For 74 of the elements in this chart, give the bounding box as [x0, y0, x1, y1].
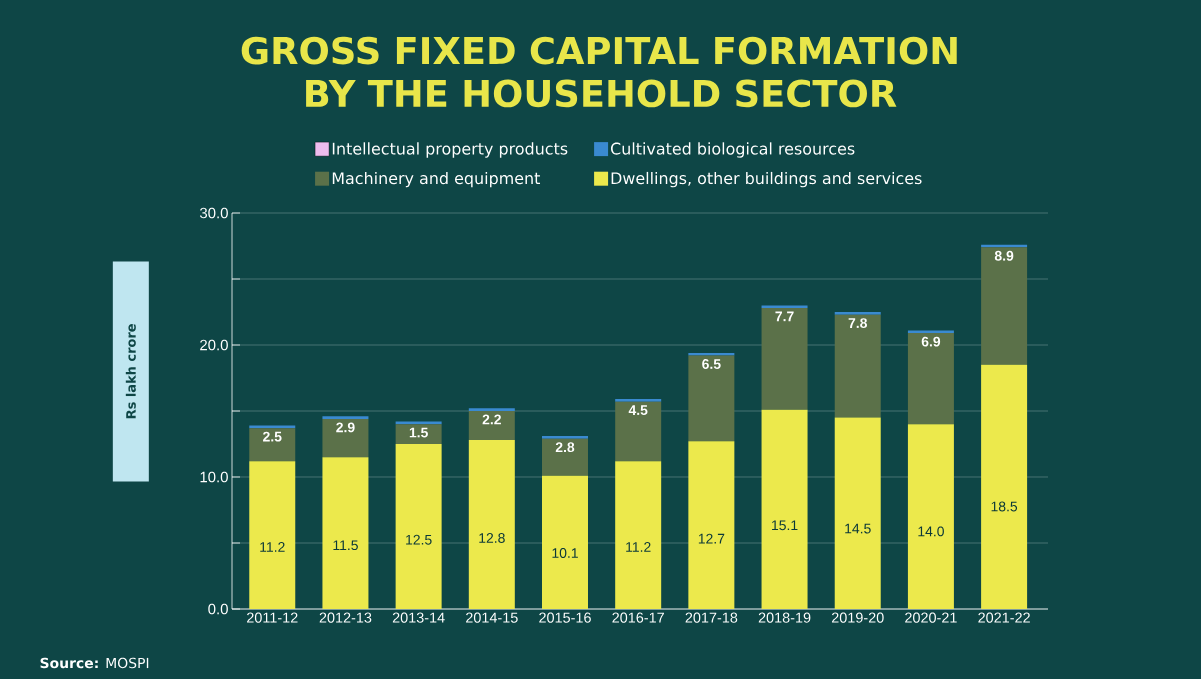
bar [761, 308, 808, 410]
data-label: 8.9 [994, 250, 1014, 261]
bar [542, 436, 588, 439]
data-label: 11.5 [333, 540, 358, 551]
bar [907, 330, 954, 334]
bar [834, 314, 881, 418]
x-tick-label: 2011-12 [247, 612, 298, 623]
data-label: 2.9 [336, 422, 355, 433]
bar [322, 416, 369, 419]
legend-label: Dwellings, other buildings and services [611, 171, 922, 188]
bar [761, 409, 808, 609]
data-label: 2.5 [263, 431, 282, 442]
bar [981, 364, 1028, 609]
y-tick-label: 30.0 [199, 207, 228, 219]
data-label: 18.5 [991, 501, 1018, 512]
data-label: 14.0 [918, 526, 944, 537]
y-tick-label: 0.0 [208, 603, 228, 615]
data-label: 4.5 [628, 405, 648, 416]
data-label: 7.7 [775, 311, 794, 322]
bar [395, 444, 442, 609]
x-tick-label: 2019-20 [831, 612, 884, 623]
bar [395, 424, 442, 444]
data-label: 1.5 [409, 427, 428, 438]
data-label: 2.8 [555, 442, 575, 453]
bar [615, 401, 662, 462]
data-label: 12.8 [479, 533, 505, 543]
bar [907, 333, 954, 425]
legend-label: Intellectual property products [332, 142, 568, 158]
bar [468, 440, 515, 609]
data-label: 7.8 [848, 318, 867, 329]
bar [688, 355, 735, 442]
chart-title: GROSS FIXED CAPITAL FORMATION BY THE HOUSEHOLD SECTOR [241, 36, 957, 108]
bar [688, 441, 735, 609]
x-tick-label: 2016-17 [612, 612, 664, 623]
legend-label: Cultivated biological resources [610, 142, 855, 158]
data-label: 6.9 [921, 336, 941, 347]
x-tick-label: 2013-14 [392, 612, 445, 623]
data-label: 11.2 [626, 542, 651, 552]
x-tick-label: 2015-16 [539, 612, 591, 623]
text: Source: MOSPI [40, 657, 149, 669]
data-label: 6.5 [702, 359, 721, 369]
bar [249, 461, 296, 609]
data-label: 2.2 [482, 414, 501, 425]
data-label: 12.7 [698, 533, 725, 544]
bar [761, 305, 808, 309]
data-label: 11.2 [260, 542, 285, 552]
bar [907, 424, 954, 609]
x-tick-label: 2017-18 [685, 612, 738, 623]
y-axis-title: Rs lakh crore [125, 324, 136, 419]
x-tick-label: 2014-15 [466, 612, 518, 623]
legend-label: Machinery and equipment [332, 171, 541, 188]
bar [468, 411, 515, 441]
data-label: 12.5 [406, 534, 432, 545]
x-tick-label: 2021-22 [978, 612, 1030, 623]
data-label: 10.1 [552, 548, 578, 558]
bar [615, 461, 662, 609]
bar [834, 417, 881, 609]
bar [688, 352, 735, 356]
bar [322, 457, 369, 609]
bar [249, 428, 296, 462]
bar [542, 475, 588, 609]
bar [981, 247, 1028, 365]
bar [322, 418, 369, 458]
bar [615, 399, 662, 402]
x-tick-label: 2012-13 [319, 612, 372, 623]
bar [468, 408, 515, 411]
x-tick-label: 2018-19 [758, 612, 811, 623]
bar [542, 438, 588, 476]
bar [834, 312, 881, 315]
x-tick-label: 2020-21 [905, 612, 957, 623]
data-label: 15.1 [772, 520, 798, 531]
y-tick-label: 20.0 [200, 339, 228, 351]
y-tick-label: 10.0 [200, 471, 228, 483]
data-label: 14.5 [845, 523, 871, 534]
